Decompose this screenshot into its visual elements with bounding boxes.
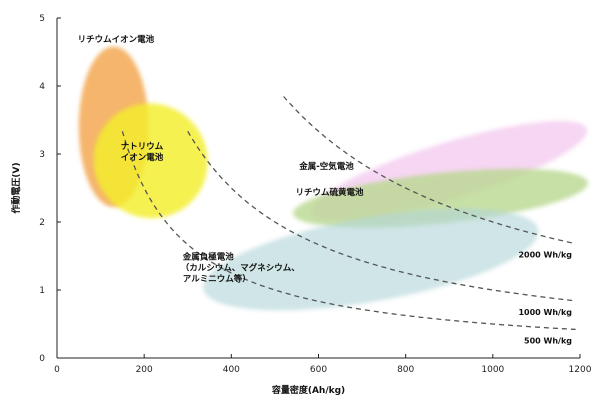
region-label-4: 金属負極電池（カルシウム、マグネシウム、アルミニウム等） bbox=[181, 251, 300, 284]
energy-curve-label-1: 1000 Wh/kg bbox=[518, 308, 572, 317]
energy-curve-0 bbox=[283, 96, 576, 245]
region-3 bbox=[293, 168, 588, 228]
region-label-0: リチウムイオン電池 bbox=[78, 34, 155, 45]
y-tick-label-2: 2 bbox=[39, 218, 45, 228]
x-tick-label-6: 1200 bbox=[569, 365, 592, 375]
region-label-1: ナトリウムイオン電池 bbox=[121, 142, 164, 163]
energy-curve-1 bbox=[187, 130, 576, 302]
y-tick-label-4: 4 bbox=[39, 82, 45, 92]
region-labels-layer: リチウムイオン電池ナトリウムイオン電池金属-空気電池リチウム硫黄電池金属負極電池… bbox=[78, 34, 364, 285]
x-tick-label-1: 200 bbox=[136, 365, 153, 375]
energy-curves-layer bbox=[121, 96, 576, 331]
y-tick-label-3: 3 bbox=[39, 150, 45, 160]
y-axis-title: 作動電圧(V) bbox=[10, 162, 22, 213]
x-tick-label-5: 1000 bbox=[481, 365, 504, 375]
energy-curve-label-2: 500 Wh/kg bbox=[524, 336, 572, 345]
y-tick-label-1: 1 bbox=[39, 286, 45, 296]
region-label-2: 金属-空気電池 bbox=[298, 161, 354, 172]
y-tick-label-0: 0 bbox=[39, 354, 45, 364]
x-tick-label-0: 0 bbox=[54, 365, 60, 375]
x-tick-label-4: 800 bbox=[397, 365, 414, 375]
curve-labels-layer: 2000 Wh/kg 1000 Wh/kg 500 Wh/kg bbox=[518, 251, 572, 346]
y-tick-label-5: 5 bbox=[39, 14, 45, 24]
region-4 bbox=[203, 208, 539, 311]
energy-curve-2 bbox=[121, 131, 576, 331]
x-tick-label-2: 400 bbox=[223, 365, 240, 375]
region-label-3: リチウム硫黄電池 bbox=[296, 187, 365, 198]
energy-curve-label-0: 2000 Wh/kg bbox=[518, 251, 572, 260]
x-axis-title: 容量密度(Ah/kg) bbox=[271, 384, 345, 396]
ticks-layer: 0 200 400 600 800 1000 1200 0 1 2 3 4 5 bbox=[39, 14, 591, 375]
x-tick-label-3: 600 bbox=[310, 365, 327, 375]
